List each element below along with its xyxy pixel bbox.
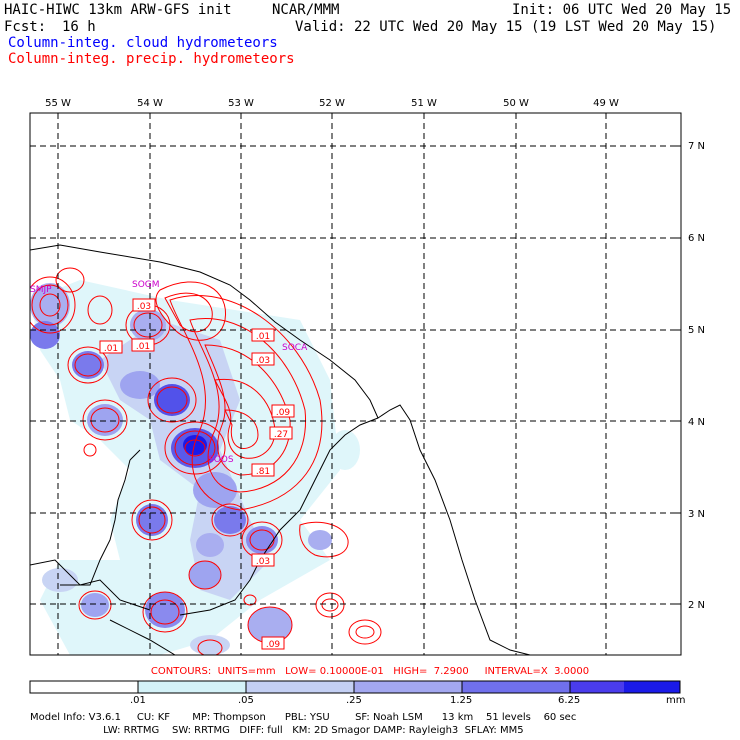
lon-label: 53 W xyxy=(228,98,254,109)
svg-text:.03: .03 xyxy=(137,302,151,312)
precip-contours xyxy=(30,267,382,655)
contour-label: .09 xyxy=(271,404,295,418)
contour-label: .09 xyxy=(261,636,285,650)
contour-label: .01 xyxy=(251,328,275,342)
lat-label: 4 N xyxy=(688,417,705,428)
svg-text:.09: .09 xyxy=(276,408,291,418)
station-label: SOOS xyxy=(208,455,234,465)
colorbar xyxy=(29,680,681,694)
model-info-line1: Model Info: V3.6.1 CU: KF MP: Thompson P… xyxy=(30,712,577,723)
contour-label: .01 xyxy=(99,340,123,354)
valid-time: Valid: 22 UTC Wed 20 May 15 (19 LST Wed … xyxy=(295,19,717,35)
contour-label: .01 xyxy=(131,338,155,352)
lat-label: 2 N xyxy=(688,600,705,611)
organization-label: NCAR/MMM xyxy=(272,2,340,18)
contour-label: .03 xyxy=(251,352,275,366)
lon-label: 51 W xyxy=(411,98,437,109)
svg-text:.01: .01 xyxy=(136,342,150,352)
lon-label: 49 W xyxy=(593,98,619,109)
legend-precip-hydrometeors: Column-integ. precip. hydrometeors xyxy=(8,51,295,67)
model-info-line2: LW: RRTMG SW: RRTMG DIFF: full KM: 2D Sm… xyxy=(30,725,524,736)
lat-label: 7 N xyxy=(688,141,705,152)
lat-label: 5 N xyxy=(688,325,705,336)
colorbar-tick: .05 xyxy=(238,695,254,706)
colorbar-unit: mm xyxy=(666,695,686,706)
colorbar-tick: 6.25 xyxy=(558,695,581,706)
station-label: SOGM xyxy=(132,280,160,290)
forecast-label: Fcst: xyxy=(4,19,47,35)
svg-text:.27: .27 xyxy=(274,430,288,440)
forecast-hour: 16 h xyxy=(62,19,96,35)
contour-label: .03 xyxy=(251,553,275,567)
contour-info: CONTOURS: UNITS=mm LOW= 0.10000E-01 HIGH… xyxy=(150,666,590,677)
lon-label: 50 W xyxy=(503,98,529,109)
colorbar-tick: .25 xyxy=(346,695,362,706)
plot-title: HAIC-HIWC 13km ARW-GFS init xyxy=(4,2,232,18)
lon-label: 54 W xyxy=(137,98,163,109)
lat-label: 6 N xyxy=(688,233,705,244)
svg-text:.03: .03 xyxy=(256,356,270,366)
map-frame xyxy=(29,112,682,656)
contour-label: .27 xyxy=(269,426,293,440)
svg-text:.09: .09 xyxy=(266,640,281,650)
station-label: SMJP xyxy=(30,285,52,295)
svg-text:.01: .01 xyxy=(256,332,270,342)
colorbar-tick: .01 xyxy=(130,695,146,706)
lon-label: 55 W xyxy=(45,98,71,109)
lon-label: 52 W xyxy=(319,98,345,109)
contour-label: .03 xyxy=(132,298,156,312)
lat-lon-grid xyxy=(30,113,681,655)
colorbar-tick: 1.25 xyxy=(450,695,473,706)
svg-text:.81: .81 xyxy=(256,467,270,477)
lat-label: 3 N xyxy=(688,509,705,520)
svg-text:.03: .03 xyxy=(256,557,270,567)
station-label: SOCA xyxy=(282,343,308,353)
svg-text:.01: .01 xyxy=(104,344,118,354)
legend-cloud-hydrometeors: Column-integ. cloud hydrometeors xyxy=(8,35,278,51)
contour-label: .81 xyxy=(251,463,275,477)
coastline xyxy=(30,244,531,655)
init-time: Init: 06 UTC Wed 20 May 15 xyxy=(512,2,732,18)
